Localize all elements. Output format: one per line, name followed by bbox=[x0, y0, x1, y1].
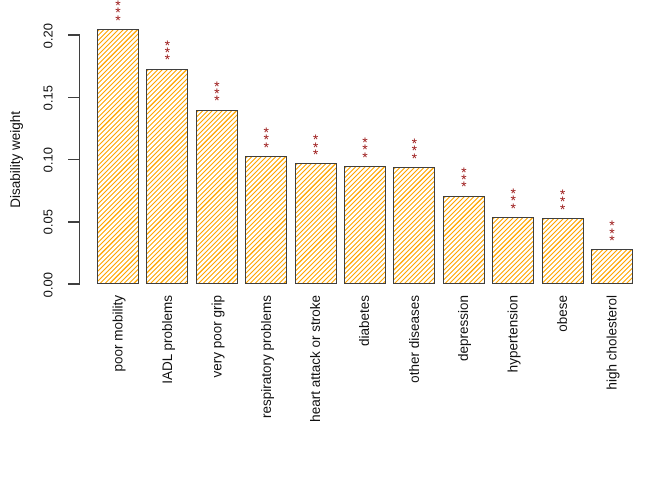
x-category-label: very poor grip bbox=[209, 295, 225, 378]
bar bbox=[344, 165, 386, 284]
x-category-label: hypertension bbox=[505, 295, 521, 373]
star-glyph: * bbox=[263, 131, 269, 148]
star-glyph: * bbox=[461, 178, 467, 195]
star-glyph: * bbox=[362, 133, 368, 150]
significance-stars: * * * bbox=[256, 123, 276, 155]
y-tick bbox=[67, 283, 80, 285]
star-glyph: * bbox=[559, 186, 566, 202]
star-glyph: * bbox=[214, 85, 220, 102]
x-category-label: heart attack or stroke bbox=[308, 295, 324, 422]
significance-stars: * * * bbox=[108, 0, 128, 28]
x-category-label: IADL problems bbox=[159, 295, 175, 384]
y-axis-line bbox=[78, 35, 81, 284]
bar bbox=[245, 155, 288, 284]
x-category-label: obese bbox=[555, 295, 571, 332]
star-glyph: * bbox=[609, 224, 615, 241]
x-category-label: other diseases bbox=[406, 295, 422, 383]
star-glyph: * bbox=[411, 149, 418, 166]
star-glyph: * bbox=[214, 92, 220, 109]
star-glyph: * bbox=[461, 163, 467, 180]
y-tick bbox=[67, 34, 80, 36]
significance-stars: * * * bbox=[355, 133, 375, 165]
star-glyph: * bbox=[312, 146, 319, 163]
x-category-label: poor mobility bbox=[110, 295, 126, 372]
star-glyph: * bbox=[510, 184, 516, 201]
star-glyph: * bbox=[559, 193, 566, 210]
star-glyph: * bbox=[609, 217, 615, 234]
star-glyph: * bbox=[362, 141, 368, 158]
star-glyph: * bbox=[115, 11, 121, 28]
bar bbox=[591, 249, 633, 284]
star-glyph: * bbox=[164, 36, 171, 53]
significance-stars: * * * bbox=[157, 36, 177, 68]
star-glyph: * bbox=[510, 199, 516, 216]
significance-stars: * * * bbox=[553, 186, 573, 217]
star-glyph: * bbox=[609, 231, 615, 248]
star-glyph: * bbox=[312, 131, 319, 148]
bar bbox=[541, 218, 584, 284]
y-axis-title: Disability weight bbox=[8, 111, 23, 208]
y-tick-label: 0.05 bbox=[40, 209, 55, 235]
x-category-label: respiratory problems bbox=[258, 295, 274, 419]
star-glyph: * bbox=[214, 77, 220, 94]
x-category-label: high cholesterol bbox=[604, 295, 620, 390]
star-glyph: * bbox=[164, 44, 171, 60]
bar bbox=[294, 163, 337, 284]
y-tick bbox=[67, 221, 80, 223]
significance-stars: * * * bbox=[503, 184, 523, 216]
star-glyph: * bbox=[362, 148, 368, 165]
star-glyph: * bbox=[411, 142, 418, 159]
star-glyph: * bbox=[263, 138, 269, 155]
y-tick-label: 0.00 bbox=[40, 271, 55, 297]
star-glyph: * bbox=[510, 192, 516, 209]
significance-stars: * * * bbox=[404, 134, 424, 166]
bar bbox=[146, 68, 189, 284]
bar bbox=[195, 109, 238, 284]
bar bbox=[442, 195, 485, 284]
y-tick bbox=[67, 96, 80, 98]
y-tick-label: 0.10 bbox=[40, 147, 55, 173]
star-glyph: * bbox=[164, 51, 171, 68]
star-glyph: * bbox=[411, 134, 418, 151]
significance-stars: * * * bbox=[306, 131, 326, 163]
star-glyph: * bbox=[115, 4, 121, 21]
star-glyph: * bbox=[312, 138, 319, 155]
significance-stars: * * * bbox=[602, 217, 622, 248]
bar bbox=[492, 216, 535, 284]
star-glyph: * bbox=[115, 0, 121, 13]
y-tick-label: 0.15 bbox=[40, 84, 55, 111]
bar bbox=[393, 166, 436, 284]
bar bbox=[97, 28, 139, 284]
y-tick bbox=[67, 158, 80, 161]
star-glyph: * bbox=[461, 170, 467, 187]
y-tick-label: 0.20 bbox=[40, 22, 55, 48]
x-category-label: depression bbox=[456, 295, 472, 362]
x-category-label: diabetes bbox=[357, 295, 373, 347]
significance-stars: * * * bbox=[207, 77, 227, 109]
star-glyph: * bbox=[559, 200, 566, 217]
significance-stars: * * * bbox=[454, 163, 474, 195]
star-glyph: * bbox=[263, 123, 269, 140]
